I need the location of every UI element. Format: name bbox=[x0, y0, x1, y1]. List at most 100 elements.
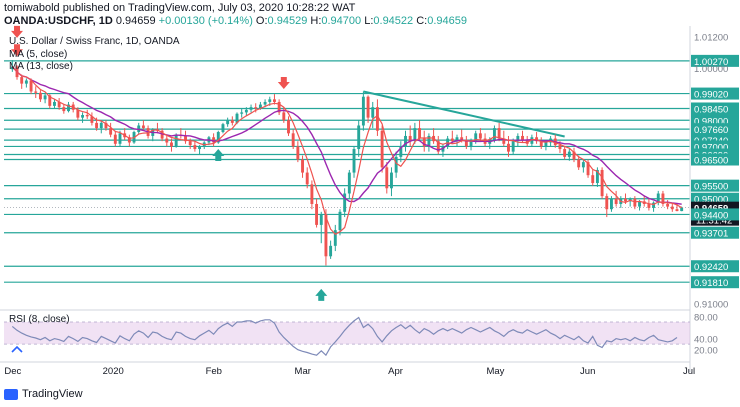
tradingview-logo: TradingView bbox=[4, 388, 83, 400]
open-value: 0.94529 bbox=[267, 15, 308, 27]
legend-title[interactable]: U.S. Dollar / Swiss Franc, 1D, OANDA bbox=[9, 36, 180, 47]
candle bbox=[427, 135, 431, 147]
candle bbox=[90, 116, 94, 123]
candle bbox=[502, 138, 506, 144]
close-value: 0.94659 bbox=[427, 15, 467, 27]
candle bbox=[333, 230, 337, 246]
candle bbox=[291, 133, 295, 147]
level-tag bbox=[691, 54, 739, 67]
trendline-group bbox=[363, 90, 565, 138]
rsi-legend[interactable]: RSI (8, close) bbox=[9, 314, 70, 325]
level-tag bbox=[691, 179, 739, 192]
moving-averages-group bbox=[11, 66, 683, 236]
candle bbox=[347, 172, 351, 194]
candle bbox=[43, 95, 47, 100]
candle bbox=[380, 130, 384, 168]
candle bbox=[577, 159, 581, 168]
candle bbox=[324, 214, 328, 257]
candles-group bbox=[10, 60, 684, 266]
candle bbox=[24, 80, 28, 84]
rsi-axis-label: 80.00 bbox=[694, 312, 718, 323]
candle bbox=[357, 125, 361, 150]
candle bbox=[263, 101, 267, 105]
arrow-up-icon bbox=[315, 288, 328, 301]
candle bbox=[198, 146, 202, 150]
trendline bbox=[363, 90, 565, 138]
last-price: 0.94659 bbox=[115, 15, 156, 27]
candle bbox=[516, 135, 520, 142]
candle bbox=[258, 104, 262, 109]
candle bbox=[343, 193, 347, 212]
candle bbox=[385, 167, 389, 189]
candle bbox=[404, 135, 407, 147]
candle bbox=[329, 245, 333, 257]
candle bbox=[408, 135, 412, 142]
candle bbox=[67, 104, 70, 112]
price-label: 0.93701 bbox=[694, 229, 728, 240]
candle bbox=[680, 207, 684, 212]
candle bbox=[507, 143, 510, 152]
candle bbox=[624, 198, 627, 202]
tradingview-brand: TradingView bbox=[22, 388, 83, 400]
tradingview-logo-icon bbox=[4, 388, 18, 400]
time-label: Mar bbox=[295, 366, 311, 377]
candle bbox=[455, 137, 459, 142]
rsi-axis-label: 40.00 bbox=[694, 335, 718, 346]
candle bbox=[572, 151, 576, 160]
rsi-axis-label: 20.00 bbox=[694, 346, 718, 357]
candle bbox=[586, 162, 590, 176]
arrow-up-icon bbox=[212, 148, 225, 161]
arrows-group bbox=[11, 25, 328, 301]
candle bbox=[497, 128, 501, 139]
price-change: +0.00130 (+0.14%) bbox=[158, 15, 253, 27]
candle bbox=[188, 141, 192, 146]
price-label: 0.91000 bbox=[694, 299, 728, 310]
arrow-down-icon bbox=[277, 76, 290, 89]
candle bbox=[656, 193, 660, 203]
candle bbox=[277, 101, 281, 113]
candle bbox=[20, 77, 24, 84]
candle bbox=[193, 145, 197, 150]
candle bbox=[371, 107, 375, 118]
candle bbox=[375, 107, 379, 131]
price-label: 0.97000 bbox=[694, 142, 728, 153]
price-label: 0.92420 bbox=[694, 262, 728, 273]
candle bbox=[310, 184, 314, 204]
candle bbox=[174, 134, 178, 147]
level-tag bbox=[691, 276, 739, 289]
low-label: L: bbox=[364, 15, 374, 27]
candle bbox=[511, 141, 515, 152]
candle bbox=[464, 139, 468, 147]
candle bbox=[301, 159, 304, 173]
rsi-line bbox=[11, 316, 678, 357]
price-label: 1.00270 bbox=[694, 57, 728, 68]
candle bbox=[581, 162, 585, 168]
candle bbox=[254, 107, 258, 109]
candle bbox=[361, 96, 365, 126]
legend-ma5[interactable]: MA (5, close) bbox=[9, 49, 68, 60]
candle bbox=[230, 120, 234, 123]
time-label: Apr bbox=[388, 366, 403, 377]
candle bbox=[57, 101, 61, 108]
symbol-name[interactable]: OANDA:USDCHF, 1D bbox=[4, 15, 113, 27]
countdown-label: 11:31:42 bbox=[696, 216, 732, 227]
price-label: 0.95500 bbox=[694, 182, 728, 193]
candle bbox=[394, 156, 398, 173]
collapse-icon bbox=[11, 345, 23, 353]
time-label: Jun bbox=[580, 366, 595, 377]
candle bbox=[99, 122, 103, 129]
candle bbox=[460, 137, 464, 140]
level-tag bbox=[691, 260, 739, 273]
candle bbox=[212, 137, 216, 143]
candle bbox=[76, 109, 80, 118]
candle bbox=[567, 151, 571, 157]
candle bbox=[638, 201, 641, 207]
ma13-line bbox=[11, 66, 682, 205]
legend-ma13[interactable]: MA (13, close) bbox=[9, 61, 73, 72]
candle bbox=[600, 169, 604, 197]
candle bbox=[338, 211, 342, 231]
price-label: 0.96500 bbox=[694, 155, 728, 166]
rsi-band bbox=[4, 321, 690, 345]
candle bbox=[34, 91, 38, 93]
